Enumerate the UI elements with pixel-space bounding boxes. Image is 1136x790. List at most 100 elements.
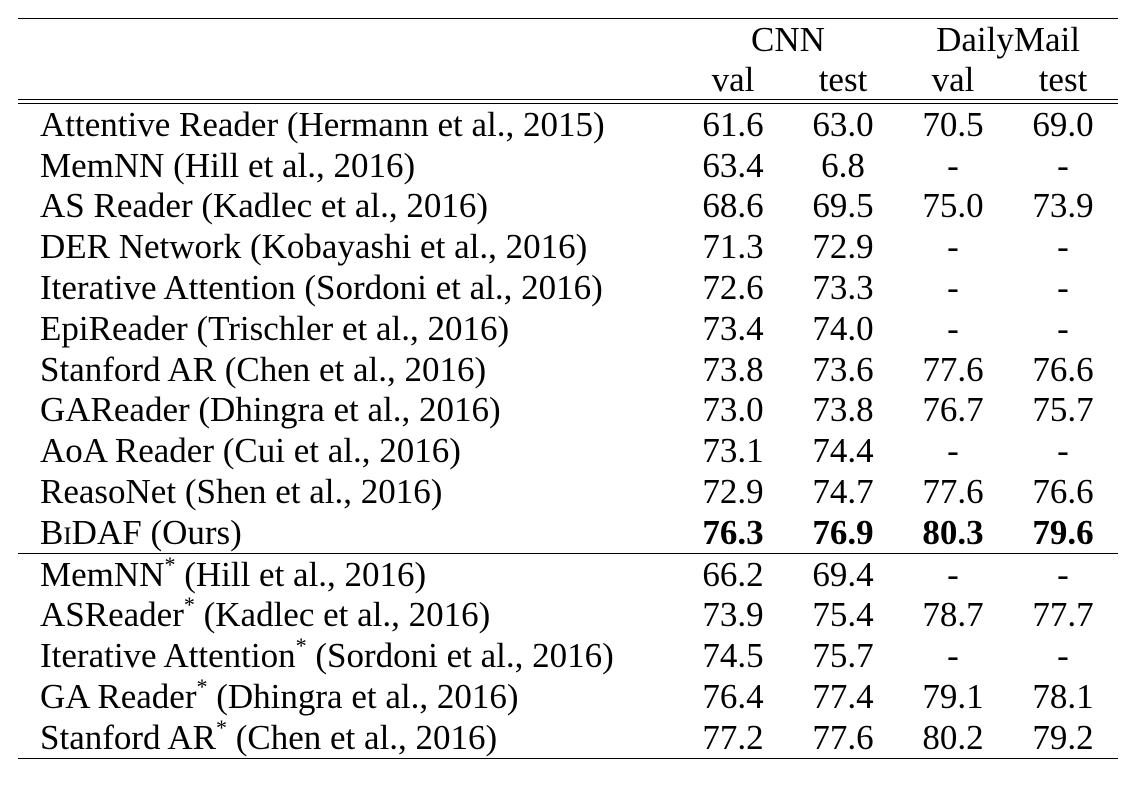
model-cell: Iterative Attention* (Sordoni et al., 20… [18, 635, 678, 676]
cell-cnn-val: 77.2 [702, 717, 764, 757]
model-cell: GA Reader* (Dhingra et al., 2016) [18, 676, 678, 717]
table-row-ensemble: MemNN* (Hill et al., 2016) 66.2 69.4 - - [18, 553, 1118, 595]
model-citation: (Chen et al., 2016) [226, 717, 498, 757]
results-table: CNN DailyMail val test val test Attentiv… [18, 18, 1118, 759]
header-cnn: CNN [751, 19, 825, 59]
cell-dm-test: 79.2 [1032, 717, 1094, 757]
cell-cnn-val: 72.9 [702, 472, 764, 512]
cell-dm-val: - [947, 145, 959, 185]
cell-cnn-test: 76.9 [812, 512, 874, 552]
table-row-ensemble: Stanford AR* (Chen et al., 2016) 77.2 77.6… [18, 714, 1118, 758]
ensemble-marker: * [295, 633, 307, 659]
cell-cnn-test: 77.4 [812, 677, 874, 717]
cell-cnn-test: 63.0 [812, 104, 874, 144]
cell-dm-test: - [1057, 308, 1069, 348]
results-table-container: CNN DailyMail val test val test Attentiv… [18, 18, 1118, 759]
section-rule [18, 553, 1118, 554]
model-name: Iterative Attention [40, 636, 296, 676]
cell-cnn-test: 69.5 [812, 186, 874, 226]
ensemble-marker: * [183, 592, 195, 618]
cell-cnn-val: 73.9 [702, 595, 764, 635]
model-cell: ASReader* (Kadlec et al., 2016) [18, 592, 678, 636]
model-citation: (Hill et al., 2016) [175, 554, 427, 594]
cell-dm-val: 78.7 [922, 595, 984, 635]
table-row: MemNN (Hill et al., 2016) 63.4 6.8 - - [18, 145, 1118, 186]
single-model-section: Attentive Reader (Hermann et al., 2015) 6… [18, 104, 1118, 512]
ensemble-marker: * [196, 674, 208, 700]
cell-cnn-test: 69.4 [812, 554, 874, 594]
cell-dm-test: 76.6 [1032, 349, 1094, 389]
cell-cnn-test: 75.7 [812, 636, 874, 676]
model-citation: (Kadlec et al., 2016) [194, 595, 491, 635]
header-double-rule [18, 99, 1118, 104]
cell-dm-val: 70.5 [922, 104, 984, 144]
cell-dm-test: 77.7 [1032, 595, 1094, 635]
cell-dm-test: - [1057, 636, 1069, 676]
model-cell: Stanford AR (Chen et al., 2016) [40, 349, 487, 389]
cell-cnn-val: 61.6 [702, 104, 764, 144]
model-name: MemNN [40, 554, 165, 594]
cell-cnn-val: 76.4 [702, 677, 764, 717]
model-citation: (Dhingra et al., 2016) [207, 677, 519, 717]
cell-dm-val: 80.3 [922, 512, 984, 552]
cell-dm-test: 73.9 [1032, 186, 1094, 226]
model-name: Stanford AR [40, 717, 216, 757]
cell-dm-test: 75.7 [1032, 390, 1094, 430]
cell-dm-val: - [947, 431, 959, 471]
table-row: GAReader (Dhingra et al., 2016) 73.0 73.8 7… [18, 390, 1118, 431]
table-row: AoA Reader (Cui et al., 2016) 73.1 74.4 - - [18, 430, 1118, 471]
cell-dm-test: 76.6 [1032, 472, 1094, 512]
cell-dm-val: - [947, 227, 959, 267]
cell-cnn-val: 71.3 [702, 227, 764, 267]
header-blank [18, 19, 678, 59]
model-cell: AoA Reader (Cui et al., 2016) [40, 431, 461, 471]
table-row-ensemble: ASReader* (Kadlec et al., 2016) 73.9 75.4 7… [18, 592, 1118, 636]
ensemble-marker: * [215, 714, 227, 740]
header-subcol-row: val test val test [18, 59, 1118, 100]
cell-cnn-test: 73.8 [812, 390, 874, 430]
cell-cnn-val: 66.2 [702, 554, 764, 594]
cell-cnn-val: 73.0 [702, 390, 764, 430]
header-dm-test: test [1038, 59, 1088, 99]
model-cell: GAReader (Dhingra et al., 2016) [40, 390, 501, 430]
top-rule [18, 18, 1118, 19]
model-cell: EpiReader (Trischler et al., 2016) [40, 308, 510, 348]
table-row-ensemble: Iterative Attention* (Sordoni et al., 20… [18, 635, 1118, 676]
cell-cnn-val: 72.6 [702, 268, 764, 308]
cell-dm-test: - [1057, 431, 1069, 471]
cell-cnn-test: 74.7 [812, 472, 874, 512]
cell-dm-val: 76.7 [922, 390, 984, 430]
cell-dm-test: 78.1 [1032, 677, 1094, 717]
cell-dm-val: 80.2 [922, 717, 984, 757]
cell-cnn-val: 63.4 [702, 145, 764, 185]
cell-cnn-test: 77.6 [812, 717, 874, 757]
table-row: Stanford AR (Chen et al., 2016) 73.8 73.6 7… [18, 349, 1118, 390]
model-suffix: (Ours) [141, 512, 242, 552]
table-row: AS Reader (Kadlec et al., 2016) 68.6 69.5 7… [18, 186, 1118, 227]
table-row: Attentive Reader (Hermann et al., 2015) 6… [18, 104, 1118, 145]
cell-dm-test: - [1057, 227, 1069, 267]
cell-cnn-test: 74.0 [812, 308, 874, 348]
cell-dm-test: - [1057, 554, 1069, 594]
model-name-bidaf: BiDAF [40, 512, 142, 552]
cell-cnn-test: 72.9 [812, 227, 874, 267]
header-dailymail: DailyMail [936, 19, 1080, 59]
cell-dm-val: - [947, 268, 959, 308]
cell-dm-test: 79.6 [1032, 512, 1094, 552]
cell-dm-val: 77.6 [922, 349, 984, 389]
model-cell: Attentive Reader (Hermann et al., 2015) [40, 104, 605, 144]
cell-dm-val: 75.0 [922, 186, 984, 226]
table-row-ours: BiDAF (Ours) 76.3 76.9 80.3 79.6 [18, 512, 1118, 553]
cell-cnn-test: 73.3 [812, 268, 874, 308]
model-cell: ReasoNet (Shen et al., 2016) [40, 472, 443, 512]
header-cnn-test: test [818, 59, 868, 99]
model-cell: MemNN (Hill et al., 2016) [40, 145, 416, 185]
table-row-ensemble: GA Reader* (Dhingra et al., 2016) 76.4 77.… [18, 676, 1118, 717]
cell-dm-val: 79.1 [922, 677, 984, 717]
cell-cnn-test: 73.6 [812, 349, 874, 389]
model-name: ASReader [40, 595, 184, 635]
model-cell: BiDAF (Ours) [18, 512, 678, 553]
table-row: DER Network (Kobayashi et al., 2016) 71.3… [18, 226, 1118, 267]
cell-dm-val: 77.6 [922, 472, 984, 512]
cell-cnn-test: 6.8 [821, 145, 865, 185]
